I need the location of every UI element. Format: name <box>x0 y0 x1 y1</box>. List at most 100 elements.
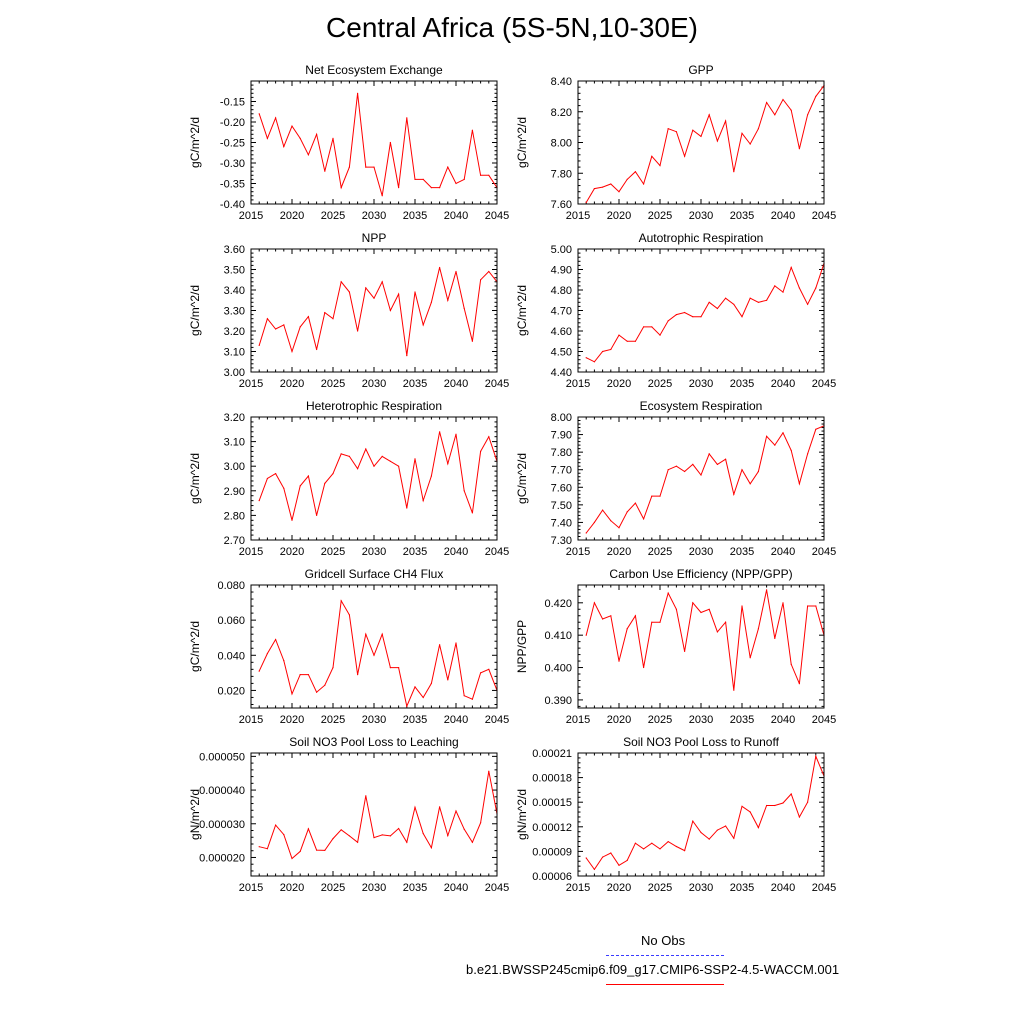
data-point <box>733 171 735 173</box>
panel-title: Soil NO3 Pool Loss to Runoff <box>623 735 780 749</box>
data-point <box>593 521 596 524</box>
data-point <box>807 303 809 305</box>
x-tick-label: 2020 <box>607 714 631 726</box>
series-points <box>585 85 825 204</box>
data-point <box>585 857 587 859</box>
data-point <box>299 326 301 328</box>
series-points <box>585 425 825 534</box>
y-axis-label: gC/m^2/d <box>188 285 202 336</box>
x-tick-label: 2020 <box>607 210 631 222</box>
data-point <box>389 667 391 669</box>
data-point <box>757 827 760 829</box>
data-point <box>675 845 678 848</box>
data-point <box>266 318 268 320</box>
data-point <box>634 340 637 342</box>
data-point <box>471 340 473 342</box>
data-point <box>455 433 457 435</box>
tick-marks <box>577 248 825 373</box>
data-point <box>766 299 768 301</box>
data-point <box>626 628 628 630</box>
data-point <box>463 178 465 180</box>
data-point <box>675 314 678 316</box>
x-tick-label: 2020 <box>280 546 304 558</box>
data-point <box>266 848 268 850</box>
x-tick-label: 2015 <box>566 210 590 222</box>
y-tick-label: 2.90 <box>224 486 245 498</box>
data-point <box>480 672 482 674</box>
data-point <box>422 500 424 502</box>
series-line <box>258 599 498 708</box>
data-point <box>716 307 719 310</box>
x-tick-label: 2035 <box>403 882 427 894</box>
x-tick-label: 2040 <box>444 882 468 894</box>
y-tick-label: 2.80 <box>224 510 245 522</box>
data-point <box>340 187 342 189</box>
data-point <box>439 187 441 189</box>
data-point <box>307 154 309 156</box>
series-line <box>585 589 825 691</box>
data-point <box>708 301 710 303</box>
tick-marks <box>250 753 498 876</box>
data-point <box>585 634 587 636</box>
data-point <box>455 270 457 273</box>
data-point <box>774 637 776 640</box>
y-tick-label: 0.410 <box>544 630 572 642</box>
data-point <box>332 137 334 139</box>
y-tick-label: 0.000050 <box>199 751 245 763</box>
data-point <box>725 458 727 460</box>
data-point <box>790 793 792 795</box>
x-tick-label: 2020 <box>280 882 304 894</box>
data-point <box>447 166 449 168</box>
plot-frame <box>250 248 498 373</box>
data-point <box>463 490 465 492</box>
data-point <box>398 667 400 669</box>
data-point <box>585 201 587 204</box>
y-tick-label: 7.90 <box>551 430 572 442</box>
data-point <box>258 344 260 346</box>
data-point <box>414 458 416 460</box>
plot-frame <box>577 248 825 373</box>
data-point <box>365 795 367 797</box>
data-point <box>807 114 809 116</box>
data-point <box>684 650 686 653</box>
data-point <box>798 816 801 818</box>
data-point <box>807 605 809 607</box>
data-point <box>782 432 784 434</box>
x-tick-label: 2015 <box>239 210 263 222</box>
tick-marks <box>577 752 825 877</box>
x-tick-label: 2030 <box>689 210 713 222</box>
series-line <box>259 771 498 860</box>
data-point <box>782 602 784 604</box>
series-line <box>585 425 825 534</box>
y-tick-label: 4.90 <box>551 265 572 277</box>
data-point <box>700 474 702 476</box>
plot-frame <box>250 80 498 205</box>
data-point <box>422 696 424 699</box>
y-tick-label: 7.80 <box>551 168 572 180</box>
data-point <box>324 482 326 484</box>
data-point <box>389 460 391 462</box>
chart-panel: Soil NO3 Pool Loss to Leaching gN/m^2/d 20… <box>188 735 509 894</box>
x-tick-label: 2015 <box>239 714 263 726</box>
data-point <box>455 642 457 644</box>
panel-title: Carbon Use Efficiency (NPP/GPP) <box>609 567 792 581</box>
data-point <box>602 509 604 511</box>
data-point <box>340 600 342 602</box>
data-point <box>488 668 490 670</box>
data-point <box>324 170 326 172</box>
data-point <box>275 473 277 475</box>
y-axis-label: gC/m^2/d <box>515 117 529 168</box>
data-point <box>307 828 309 830</box>
data-point <box>283 487 285 489</box>
data-point <box>291 350 293 353</box>
panel-title: Net Ecosystem Exchange <box>305 63 443 77</box>
data-point <box>307 674 309 676</box>
x-tick-label: 2015 <box>239 378 263 390</box>
data-point <box>266 477 268 480</box>
data-point <box>406 507 408 509</box>
data-point <box>316 133 318 135</box>
data-point <box>299 850 301 853</box>
x-tick-label: 2045 <box>812 546 836 558</box>
data-point <box>610 520 612 522</box>
